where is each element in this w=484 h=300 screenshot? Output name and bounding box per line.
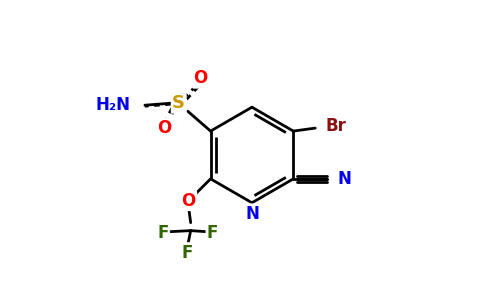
Text: O: O [182, 192, 196, 210]
Text: F: F [157, 224, 168, 242]
Text: F: F [207, 224, 218, 242]
Text: O: O [157, 119, 171, 137]
Text: Br: Br [325, 117, 346, 135]
Text: F: F [182, 244, 194, 262]
Text: N: N [337, 170, 351, 188]
Text: N: N [245, 205, 259, 223]
Text: H₂N: H₂N [96, 96, 131, 114]
Text: S: S [172, 94, 185, 112]
Text: O: O [194, 69, 208, 87]
